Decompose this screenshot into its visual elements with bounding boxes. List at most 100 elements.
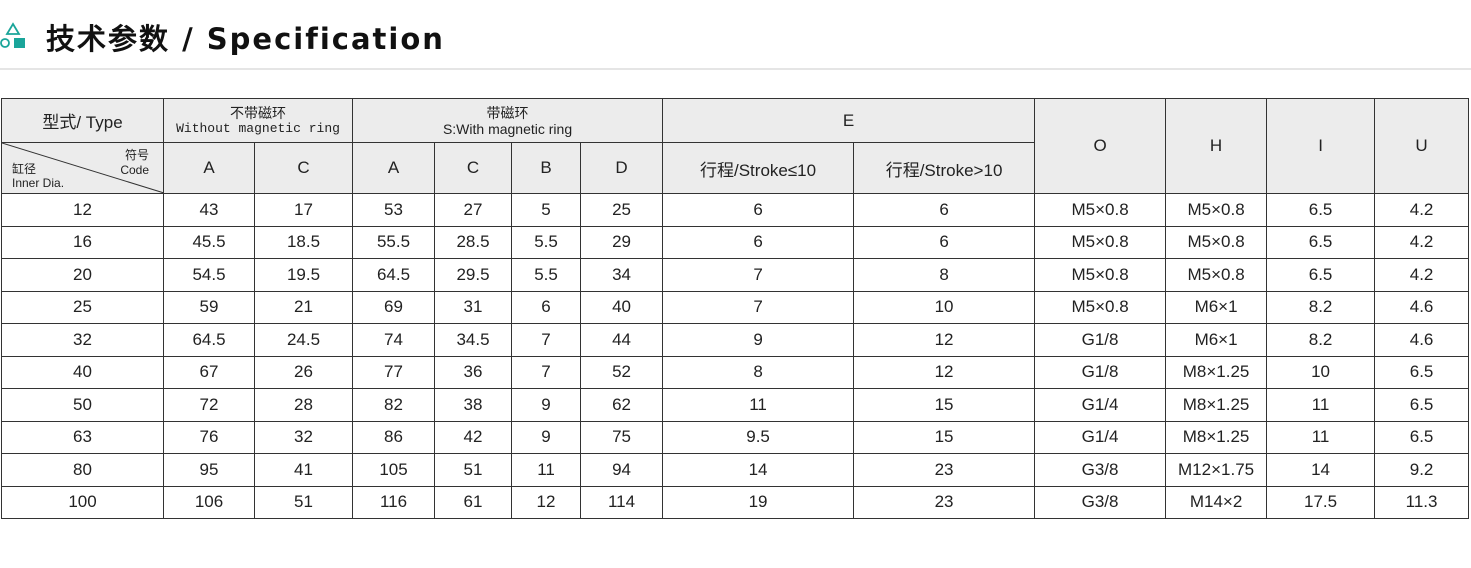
table-cell: 27	[434, 193, 513, 227]
table-cell: M5×0.8	[1034, 225, 1167, 259]
table-cell: 94	[580, 453, 664, 487]
table-cell: 9.5	[662, 420, 855, 454]
table-cell: M6×1	[1165, 323, 1268, 357]
table-cell: 95	[163, 453, 255, 487]
table-row: 25 59 21 69 31 6 40 7 10 M5×0.8 M6×1 8.2 4.6	[1, 290, 1470, 324]
table-cell: 9.2	[1374, 453, 1470, 487]
table-cell: 34	[580, 258, 664, 292]
table-cell: 55.5	[352, 225, 436, 259]
sub-header: 行程/Stroke≤10	[662, 142, 855, 194]
table-cell: 4.2	[1374, 225, 1470, 259]
table-cell: 7	[511, 323, 582, 357]
table-cell: 17	[253, 193, 354, 227]
table-cell: 61	[434, 485, 513, 519]
table-cell: 6	[511, 290, 582, 324]
sub-header: C	[253, 142, 354, 194]
table-cell: 8	[853, 258, 1036, 292]
table-cell: 12	[853, 323, 1036, 357]
table-cell: 21	[253, 290, 354, 324]
table-cell: G1/8	[1034, 355, 1167, 389]
table-cell: 42	[434, 420, 513, 454]
table-cell: M14×2	[1165, 485, 1268, 519]
table-cell: 53	[352, 193, 436, 227]
table-cell: 64.5	[163, 323, 255, 357]
table-cell: 11	[1266, 388, 1376, 422]
table-cell: 12	[853, 355, 1036, 389]
table-cell: G1/8	[1034, 323, 1167, 357]
table-cell: 6.5	[1374, 388, 1470, 422]
e-header: E	[662, 98, 1036, 143]
table-cell: 51	[434, 453, 513, 487]
table-cell: 45.5	[163, 225, 255, 259]
h-header: H	[1165, 98, 1268, 194]
without-magnet-header: 不带磁环 Without magnetic ring	[162, 98, 354, 143]
table-cell: 76	[163, 420, 255, 454]
sub-header: B	[511, 142, 582, 194]
table-cell: 44	[580, 323, 664, 357]
table-cell: 105	[352, 453, 436, 487]
table-cell: 5.5	[511, 258, 582, 292]
table-cell: 54.5	[163, 258, 255, 292]
table-cell: M5×0.8	[1165, 225, 1268, 259]
spec-table: 型式/ Type 不带磁环 Without magnetic ring 带磁环 S:…	[1, 98, 1470, 519]
sub-header: A	[163, 142, 255, 194]
table-cell: 4.6	[1374, 290, 1470, 324]
table-cell: 31	[434, 290, 513, 324]
table-cell: 6.5	[1374, 420, 1470, 454]
table-cell: 26	[253, 355, 354, 389]
page-title: 技术参数 / Specification	[46, 22, 445, 56]
table-cell: 62	[580, 388, 664, 422]
table-cell: 5.5	[511, 225, 582, 259]
table-row: 100 106 51 116 61 12 114 19 23 G3/8 M14×2 17.5 11.3	[1, 485, 1470, 519]
table-cell: 29.5	[434, 258, 513, 292]
table-cell: 32	[253, 420, 354, 454]
table-cell: G1/4	[1034, 388, 1167, 422]
u-header: U	[1374, 98, 1470, 194]
table-cell: 4.2	[1374, 258, 1470, 292]
table-cell: 14	[662, 453, 855, 487]
table-cell: G1/4	[1034, 420, 1167, 454]
table-cell: 40	[580, 290, 664, 324]
sub-header: C	[434, 142, 513, 194]
table-cell: 9	[511, 388, 582, 422]
table-cell: 6	[853, 193, 1036, 227]
table-cell: 7	[662, 290, 855, 324]
with-magnet-header: 带磁环 S:With magnetic ring	[352, 98, 664, 143]
table-cell: 23	[853, 453, 1036, 487]
table-cell: 69	[352, 290, 436, 324]
table-cell: 82	[352, 388, 436, 422]
table-cell: M5×0.8	[1034, 290, 1167, 324]
table-cell: 11	[662, 388, 855, 422]
table-row: 40 67 26 77 36 7 52 8 12 G1/8 M8×1.25 10 6.5	[1, 355, 1470, 389]
table-cell: G3/8	[1034, 453, 1167, 487]
table-cell: 6	[662, 193, 855, 227]
table-cell: 15	[853, 420, 1036, 454]
table-cell: 41	[253, 453, 354, 487]
table-cell: 12	[1, 193, 164, 227]
table-cell: 11.3	[1374, 485, 1470, 519]
table-row: 63 76 32 86 42 9 75 9.5 15 G1/4 M8×1.25 11 6.5	[1, 420, 1470, 454]
table-cell: 34.5	[434, 323, 513, 357]
sub-header: A	[352, 142, 436, 194]
table-cell: 100	[1, 485, 164, 519]
table-cell: 7	[662, 258, 855, 292]
table-cell: 64.5	[352, 258, 436, 292]
table-cell: 114	[580, 485, 664, 519]
table-cell: 8.2	[1266, 323, 1376, 357]
table-cell: 52	[580, 355, 664, 389]
table-cell: 75	[580, 420, 664, 454]
table-cell: 4.2	[1374, 193, 1470, 227]
table-cell: 77	[352, 355, 436, 389]
table-cell: 28	[253, 388, 354, 422]
type-header: 型式/ Type	[1, 98, 164, 143]
table-cell: 11	[511, 453, 582, 487]
divider	[0, 68, 1471, 70]
table-cell: 28.5	[434, 225, 513, 259]
table-cell: 18.5	[253, 225, 354, 259]
table-cell: 63	[1, 420, 164, 454]
table-row: 32 64.5 24.5 74 34.5 7 44 9 12 G1/8 M6×1 8.2 4.6	[1, 323, 1470, 357]
table-cell: 10	[853, 290, 1036, 324]
table-row: 12 43 17 53 27 5 25 6 6 M5×0.8 M5×0.8 6.5 4.2	[1, 193, 1470, 227]
sub-header: D	[580, 142, 664, 194]
i-header: I	[1266, 98, 1376, 194]
